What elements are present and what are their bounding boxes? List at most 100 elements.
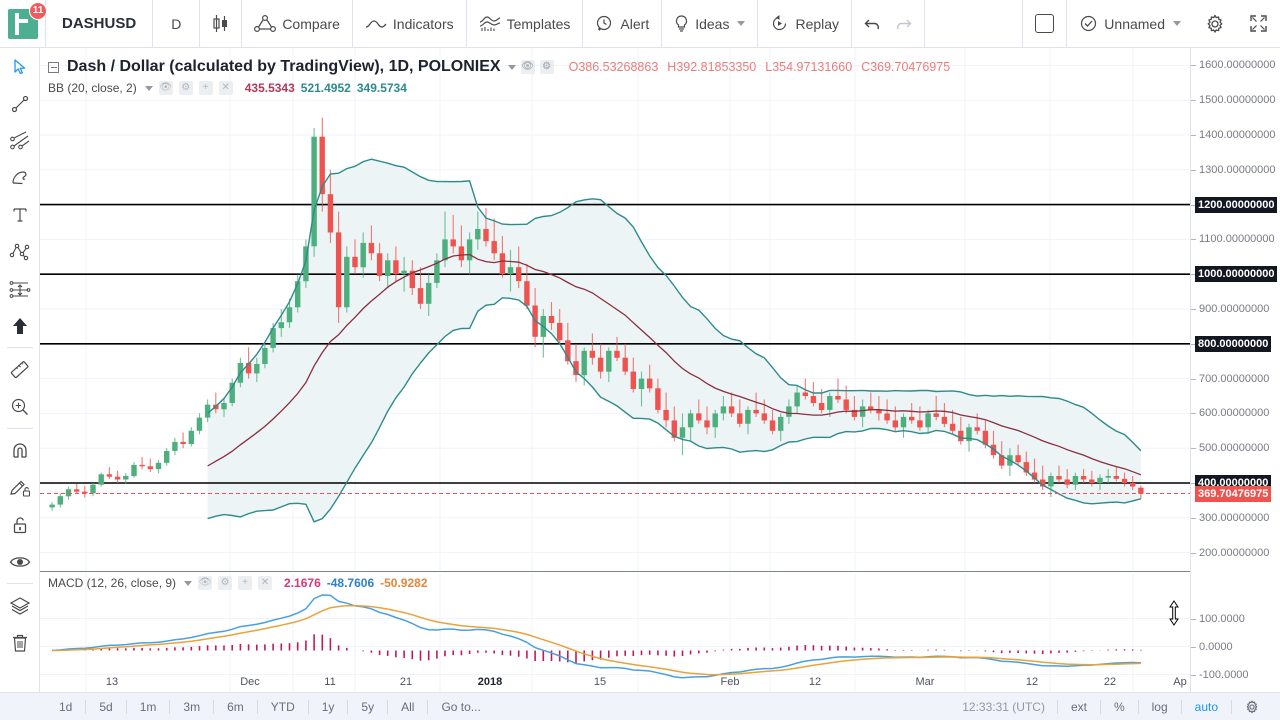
price-tick <box>1191 65 1196 67</box>
symbol-search-button[interactable]: DASHUSD <box>46 0 154 48</box>
range-button-1y[interactable]: 1y <box>321 699 335 714</box>
measure-tool[interactable] <box>0 351 40 388</box>
chart-legend: Dash / Dollar (calculated by TradingView… <box>48 58 950 95</box>
plus-icon[interactable]: + <box>238 576 253 590</box>
brush-tool[interactable] <box>0 159 40 196</box>
price-axis[interactable]: 1600.00000000 1500.00000000 1400.00000000 1… <box>1190 48 1280 720</box>
replay-button[interactable]: Replay <box>758 0 853 48</box>
chevron-down-icon[interactable] <box>184 580 193 586</box>
undo-button[interactable] <box>852 0 888 48</box>
gear-icon <box>1246 700 1258 714</box>
object-tree-tool[interactable] <box>0 587 40 624</box>
price-axis-label: 1000.00000000 <box>1195 266 1278 283</box>
macd-pane[interactable]: MACD (12, 26, close, 9) 👁 ⚙ + ✕ 2.1676 -… <box>40 573 1190 720</box>
collapse-icon[interactable] <box>48 61 59 73</box>
drawing-mode-tool[interactable] <box>0 469 40 506</box>
fullscreen-button[interactable] <box>1237 0 1280 48</box>
ohlc-high-value: 392.81853350 <box>676 60 757 74</box>
range-button-all[interactable]: All <box>401 699 415 714</box>
time-axis-label: Mar <box>915 676 935 688</box>
pitchfork-tool[interactable] <box>0 122 40 159</box>
gear-icon[interactable]: ⚙ <box>178 81 193 95</box>
compare-button[interactable]: Compare <box>242 0 353 48</box>
eye-icon[interactable]: 👁 <box>520 60 535 74</box>
replay-label: Replay <box>795 15 840 32</box>
bb-value-basis: 435.5343 <box>244 81 295 95</box>
alert-button[interactable]: Alert <box>583 0 663 48</box>
eye-icon[interactable]: 👁 <box>158 81 173 95</box>
macd-tick <box>1191 618 1196 620</box>
time-axis-label: Ap <box>1173 676 1187 688</box>
time-axis[interactable]: 13 Dec 11 21 2018 15 Feb 12 Mar 12 22 Ap <box>40 672 1190 694</box>
time-axis-label: 15 <box>593 676 607 688</box>
gear-icon[interactable]: ⚙ <box>539 60 554 74</box>
chart-settings-button[interactable] <box>1193 0 1237 48</box>
range-button-ytd[interactable]: YTD <box>270 699 295 714</box>
close-icon[interactable]: ✕ <box>258 576 273 590</box>
magnet-icon <box>12 442 27 458</box>
lock-drawings-tool[interactable] <box>0 506 40 543</box>
bb-indicator-legend: BB (20, close, 2) 👁 ⚙ + ✕ 435.5343 521.4… <box>48 81 950 95</box>
footer-settings-button[interactable] <box>1232 697 1272 717</box>
range-button-5y[interactable]: 5y <box>361 699 375 714</box>
templates-button[interactable]: Templates <box>467 0 584 48</box>
ohlc-open-value: 386.53268863 <box>578 60 659 74</box>
chart-style-button[interactable] <box>200 0 243 48</box>
patterns-tool[interactable] <box>0 233 40 270</box>
notification-badge[interactable]: 11 <box>29 1 47 20</box>
logo-button[interactable]: 11 <box>0 0 47 48</box>
close-icon[interactable]: ✕ <box>218 81 233 95</box>
eye-icon[interactable]: 👁 <box>198 576 213 590</box>
chevron-down-icon[interactable] <box>507 64 516 70</box>
interval-button[interactable]: D <box>153 0 201 48</box>
templates-icon <box>479 15 500 31</box>
log-scale-button[interactable]: log <box>1151 699 1168 714</box>
range-button-6m[interactable]: 6m <box>227 699 244 714</box>
go-to-button[interactable]: Go to... <box>441 699 481 714</box>
toolbar-divider <box>6 583 33 584</box>
price-tick <box>1191 413 1196 415</box>
price-tick <box>1191 100 1196 102</box>
divider <box>1231 699 1232 714</box>
compare-icon <box>254 14 277 32</box>
lightbulb-icon <box>676 15 688 32</box>
macd-indicator-name[interactable]: MACD (12, 26, close, 9) <box>48 576 177 590</box>
text-tool[interactable] <box>0 196 40 233</box>
price-tick <box>1191 204 1196 206</box>
current-price-badge[interactable]: 369.70476975 <box>1195 485 1272 502</box>
magnet-tool[interactable] <box>0 432 40 469</box>
chevron-down-icon[interactable] <box>737 21 746 26</box>
replay-icon <box>773 15 787 31</box>
price-tick <box>1191 483 1196 484</box>
range-button-1m[interactable]: 1m <box>139 699 157 714</box>
price-tick <box>1191 343 1196 345</box>
layout-select-button[interactable] <box>1023 0 1068 48</box>
zoom-tool[interactable] <box>0 388 40 425</box>
remove-drawings-tool[interactable] <box>0 624 40 661</box>
arrow-marker-tool[interactable] <box>0 307 40 344</box>
chevron-down-icon[interactable] <box>144 85 153 91</box>
bb-indicator-name[interactable]: BB (20, close, 2) <box>48 81 137 95</box>
chevron-down-icon[interactable] <box>1173 21 1181 26</box>
price-pane[interactable]: Dash / Dollar (calculated by TradingView… <box>40 48 1190 570</box>
forecast-tool[interactable] <box>0 270 40 307</box>
auto-scale-button[interactable]: auto <box>1194 699 1218 714</box>
hide-drawings-tool[interactable] <box>0 543 40 580</box>
ideas-button[interactable]: Ideas <box>662 0 759 48</box>
pane-separator[interactable] <box>40 571 1190 572</box>
cursor-tool[interactable] <box>0 48 40 85</box>
redo-button[interactable] <box>888 0 926 48</box>
chart-container: Dash / Dollar (calculated by TradingView… <box>40 48 1280 720</box>
ext-button[interactable]: ext <box>1070 699 1087 714</box>
gear-icon[interactable]: ⚙ <box>218 576 233 590</box>
saved-layout-button[interactable]: Unnamed <box>1067 0 1193 48</box>
range-button-1d[interactable]: 1d <box>59 699 73 714</box>
divider <box>125 699 127 714</box>
plus-icon[interactable]: + <box>198 81 213 95</box>
indicators-button[interactable]: Indicators <box>353 0 467 48</box>
range-button-5d[interactable]: 5d <box>99 699 113 714</box>
percent-button[interactable]: % <box>1113 699 1125 714</box>
trend-line-tool[interactable] <box>0 85 40 122</box>
range-button-3m[interactable]: 3m <box>183 699 201 714</box>
